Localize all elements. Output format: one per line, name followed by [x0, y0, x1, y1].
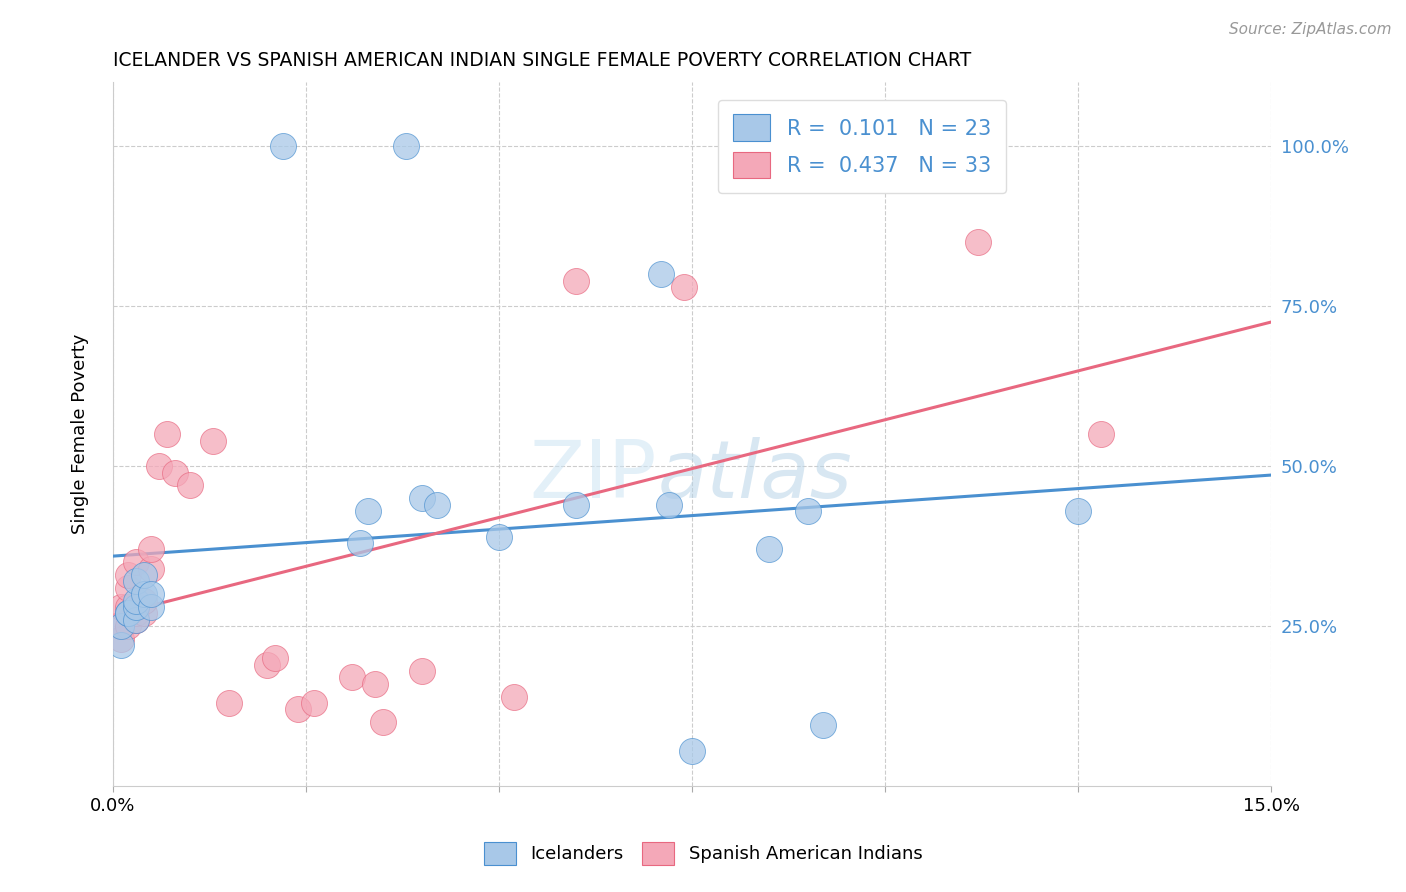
- Point: [797, 504, 820, 518]
- Point: [125, 613, 148, 627]
- Point: [371, 715, 394, 730]
- Point: [356, 504, 378, 518]
- Point: [125, 599, 148, 614]
- Point: [349, 536, 371, 550]
- Point: [565, 498, 588, 512]
- Point: [342, 670, 364, 684]
- Point: [395, 139, 418, 153]
- Point: [271, 139, 294, 153]
- Point: [758, 542, 780, 557]
- Text: ICELANDER VS SPANISH AMERICAN INDIAN SINGLE FEMALE POVERTY CORRELATION CHART: ICELANDER VS SPANISH AMERICAN INDIAN SIN…: [112, 51, 972, 70]
- Point: [141, 561, 163, 575]
- Point: [141, 587, 163, 601]
- Point: [256, 657, 278, 672]
- Point: [117, 568, 139, 582]
- Point: [125, 555, 148, 569]
- Point: [132, 587, 155, 601]
- Point: [681, 744, 703, 758]
- Point: [565, 274, 588, 288]
- Point: [117, 599, 139, 614]
- Point: [658, 498, 681, 512]
- Point: [148, 459, 170, 474]
- Point: [302, 696, 325, 710]
- Point: [110, 619, 132, 633]
- Point: [966, 235, 988, 250]
- Point: [163, 466, 186, 480]
- Point: [264, 651, 287, 665]
- Point: [132, 593, 155, 607]
- Point: [110, 599, 132, 614]
- Legend: Icelanders, Spanish American Indians: Icelanders, Spanish American Indians: [474, 833, 932, 874]
- Point: [117, 607, 139, 621]
- Point: [673, 280, 696, 294]
- Point: [141, 542, 163, 557]
- Point: [650, 268, 672, 282]
- Point: [503, 690, 526, 704]
- Point: [141, 599, 163, 614]
- Point: [426, 498, 449, 512]
- Point: [1067, 504, 1090, 518]
- Point: [125, 593, 148, 607]
- Point: [411, 664, 433, 678]
- Point: [156, 427, 179, 442]
- Point: [411, 491, 433, 506]
- Text: Source: ZipAtlas.com: Source: ZipAtlas.com: [1229, 22, 1392, 37]
- Point: [488, 530, 510, 544]
- Point: [110, 632, 132, 646]
- Point: [117, 581, 139, 595]
- Point: [364, 677, 387, 691]
- Point: [813, 718, 835, 732]
- Point: [1090, 427, 1112, 442]
- Point: [179, 478, 201, 492]
- Point: [132, 607, 155, 621]
- Point: [117, 619, 139, 633]
- Text: atlas: atlas: [657, 437, 852, 516]
- Point: [132, 568, 155, 582]
- Text: ZIP: ZIP: [530, 437, 657, 516]
- Y-axis label: Single Female Poverty: Single Female Poverty: [72, 334, 89, 534]
- Legend: R =  0.101   N = 23, R =  0.437   N = 33: R = 0.101 N = 23, R = 0.437 N = 33: [718, 100, 1005, 193]
- Point: [125, 574, 148, 589]
- Point: [218, 696, 240, 710]
- Point: [110, 639, 132, 653]
- Point: [125, 607, 148, 621]
- Point: [110, 619, 132, 633]
- Point: [202, 434, 225, 448]
- Point: [117, 607, 139, 621]
- Point: [125, 613, 148, 627]
- Point: [287, 702, 309, 716]
